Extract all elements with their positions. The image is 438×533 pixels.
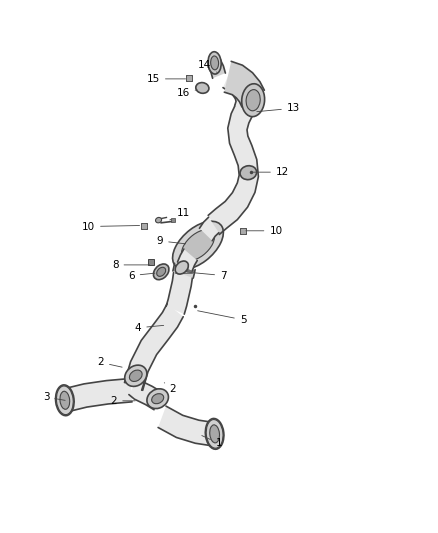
Text: 7: 7 — [187, 271, 227, 280]
Text: 8: 8 — [112, 260, 150, 270]
Polygon shape — [66, 378, 132, 411]
Text: 10: 10 — [246, 226, 283, 236]
Text: 9: 9 — [156, 236, 186, 246]
Polygon shape — [177, 249, 197, 271]
Text: 6: 6 — [128, 271, 155, 280]
Ellipse shape — [205, 418, 224, 449]
Polygon shape — [173, 263, 195, 278]
Ellipse shape — [240, 166, 257, 180]
Ellipse shape — [153, 264, 169, 280]
Polygon shape — [166, 272, 193, 314]
Ellipse shape — [56, 385, 74, 416]
Ellipse shape — [246, 90, 260, 111]
Ellipse shape — [147, 389, 169, 409]
Text: 15: 15 — [147, 74, 186, 84]
Text: 11: 11 — [170, 208, 190, 220]
Ellipse shape — [125, 365, 147, 386]
Text: 1: 1 — [202, 435, 223, 448]
Ellipse shape — [175, 261, 188, 274]
Polygon shape — [209, 60, 226, 78]
Polygon shape — [124, 304, 183, 390]
Text: 2: 2 — [164, 383, 177, 394]
Text: 2: 2 — [110, 396, 135, 406]
Ellipse shape — [173, 221, 223, 269]
Polygon shape — [223, 66, 256, 112]
Text: 14: 14 — [198, 60, 217, 72]
Text: 5: 5 — [198, 311, 247, 325]
Polygon shape — [129, 378, 161, 410]
Ellipse shape — [210, 425, 219, 443]
Text: 12: 12 — [253, 167, 289, 177]
Polygon shape — [208, 103, 258, 235]
Ellipse shape — [208, 52, 221, 74]
Ellipse shape — [129, 370, 142, 382]
Text: 13: 13 — [257, 103, 300, 113]
Ellipse shape — [211, 56, 219, 70]
Text: 16: 16 — [177, 88, 197, 98]
Ellipse shape — [181, 230, 215, 261]
Polygon shape — [199, 217, 219, 241]
Ellipse shape — [196, 83, 209, 93]
Ellipse shape — [242, 84, 265, 117]
Text: 10: 10 — [82, 222, 140, 231]
Ellipse shape — [155, 217, 162, 223]
Ellipse shape — [152, 394, 164, 403]
Polygon shape — [158, 406, 212, 446]
Polygon shape — [224, 61, 265, 107]
Ellipse shape — [157, 267, 166, 277]
Text: 4: 4 — [134, 323, 164, 333]
Polygon shape — [126, 369, 146, 390]
Text: 3: 3 — [42, 392, 65, 402]
Ellipse shape — [60, 391, 70, 409]
Text: 2: 2 — [97, 358, 122, 367]
